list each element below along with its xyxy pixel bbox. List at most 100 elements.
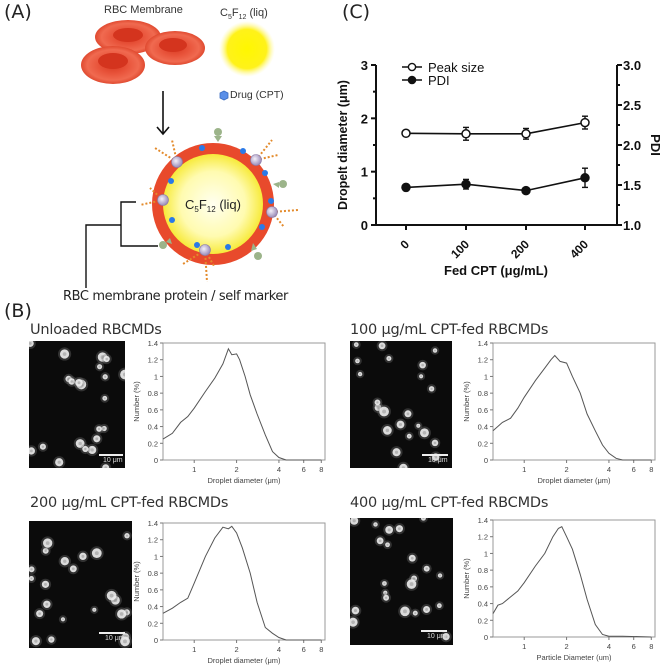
rbc-membrane-label: RBC Membrane bbox=[104, 4, 183, 16]
svg-text:1: 1 bbox=[522, 642, 526, 651]
svg-text:0.2: 0.2 bbox=[148, 619, 158, 628]
red-blood-cells-icon bbox=[81, 20, 205, 84]
svg-text:Peak size: Peak size bbox=[428, 60, 484, 75]
svg-text:8: 8 bbox=[319, 465, 323, 474]
svg-text:2.0: 2.0 bbox=[623, 138, 641, 153]
svg-text:Droplet diameter (μm): Droplet diameter (μm) bbox=[537, 476, 611, 485]
svg-text:0.6: 0.6 bbox=[478, 406, 488, 415]
size-distribution-400: 0 0.2 0.4 0.6 0.8 1 1.2 1.4 1 2 4 6 8 Particle Diamet… bbox=[462, 516, 656, 662]
svg-text:0.8: 0.8 bbox=[148, 569, 158, 578]
svg-text:0.4: 0.4 bbox=[148, 423, 158, 432]
svg-text:4: 4 bbox=[607, 465, 611, 474]
svg-text:1: 1 bbox=[154, 552, 158, 561]
svg-text:1: 1 bbox=[361, 165, 368, 180]
subpanel-title-100: 100 μg/mL CPT-fed RBCMDs bbox=[350, 322, 549, 338]
svg-text:0.6: 0.6 bbox=[478, 583, 488, 592]
svg-text:Number (%): Number (%) bbox=[462, 381, 471, 422]
svg-text:1: 1 bbox=[154, 372, 158, 381]
svg-text:Droplet diameter (μm): Droplet diameter (μm) bbox=[207, 656, 281, 665]
core-label: C5F12 (liq) bbox=[185, 197, 241, 214]
svg-text:1.2: 1.2 bbox=[478, 533, 488, 542]
svg-text:Fed CPT (μg/mL): Fed CPT (μg/mL) bbox=[444, 263, 548, 278]
svg-text:0.6: 0.6 bbox=[148, 406, 158, 415]
svg-text:1: 1 bbox=[522, 465, 526, 474]
svg-text:2: 2 bbox=[564, 465, 568, 474]
svg-text:PDI: PDI bbox=[648, 134, 663, 156]
panel-c-label: (C) bbox=[342, 1, 371, 23]
c5f12-label: C5F12 (liq) bbox=[220, 7, 268, 22]
rbc-membrane-droplet-icon: C5F12 (liq) bbox=[139, 128, 299, 283]
svg-text:0.4: 0.4 bbox=[148, 603, 158, 612]
svg-text:0: 0 bbox=[154, 636, 158, 645]
svg-text:3.0: 3.0 bbox=[623, 58, 641, 73]
svg-text:Number (%): Number (%) bbox=[132, 561, 141, 602]
svg-text:8: 8 bbox=[649, 642, 653, 651]
svg-text:400: 400 bbox=[567, 237, 591, 261]
c5f12-droplet-icon bbox=[219, 21, 275, 77]
svg-text:4: 4 bbox=[277, 645, 281, 654]
svg-text:1: 1 bbox=[484, 372, 488, 381]
svg-text:1.4: 1.4 bbox=[478, 339, 488, 348]
micrograph-400: 10 μm bbox=[350, 518, 453, 645]
svg-text:2: 2 bbox=[234, 465, 238, 474]
svg-text:1: 1 bbox=[192, 645, 196, 654]
svg-text:0.8: 0.8 bbox=[478, 389, 488, 398]
svg-text:6: 6 bbox=[632, 465, 636, 474]
svg-text:0: 0 bbox=[397, 237, 412, 252]
svg-text:1.0: 1.0 bbox=[623, 218, 641, 233]
schematic-diagram: C5F12 (liq) bbox=[81, 20, 299, 288]
svg-text:8: 8 bbox=[649, 465, 653, 474]
svg-text:1: 1 bbox=[192, 465, 196, 474]
svg-text:1.4: 1.4 bbox=[148, 339, 158, 348]
drug-cpt-label: Drug (CPT) bbox=[230, 89, 284, 101]
svg-text:6: 6 bbox=[302, 465, 306, 474]
svg-text:0: 0 bbox=[484, 456, 488, 465]
svg-text:0.2: 0.2 bbox=[478, 439, 488, 448]
svg-text:100: 100 bbox=[448, 237, 472, 261]
svg-text:2.5: 2.5 bbox=[623, 98, 641, 113]
svg-text:4: 4 bbox=[607, 642, 611, 651]
size-distribution-100: 0 0.2 0.4 0.6 0.8 1 1.2 1.4 1 2 4 6 8 Droplet diamete… bbox=[462, 339, 656, 485]
panel-b-label: (B) bbox=[4, 300, 32, 322]
panel-a-label: (A) bbox=[4, 1, 32, 23]
svg-text:0.2: 0.2 bbox=[148, 439, 158, 448]
svg-text:Droplet diameter (μm): Droplet diameter (μm) bbox=[207, 476, 281, 485]
svg-text:0.6: 0.6 bbox=[148, 586, 158, 595]
svg-text:6: 6 bbox=[632, 642, 636, 651]
down-arrow-icon bbox=[156, 91, 170, 136]
svg-text:0.8: 0.8 bbox=[478, 566, 488, 575]
svg-text:1.2: 1.2 bbox=[148, 356, 158, 365]
svg-text:0: 0 bbox=[484, 633, 488, 642]
svg-text:1.2: 1.2 bbox=[148, 536, 158, 545]
svg-text:2: 2 bbox=[234, 645, 238, 654]
svg-text:Number (%): Number (%) bbox=[132, 381, 141, 422]
micrograph-100: 10 μm bbox=[350, 341, 452, 468]
svg-text:Particle Diameter (um): Particle Diameter (um) bbox=[536, 653, 612, 662]
size-distribution-unloaded: 0 0.2 0.4 0.6 0.8 1 1.2 1.4 1 2 4 6 8 Droplet diamete… bbox=[132, 339, 326, 485]
size-distribution-200: 0 0.2 0.4 0.6 0.8 1 1.2 1.4 1 2 4 6 8 Droplet diamete… bbox=[132, 519, 326, 665]
svg-text:PDI: PDI bbox=[428, 73, 450, 88]
svg-text:0.4: 0.4 bbox=[478, 423, 488, 432]
micrograph-unloaded: 10 μm bbox=[29, 341, 125, 468]
svg-text:4: 4 bbox=[277, 465, 281, 474]
svg-text:1.2: 1.2 bbox=[478, 356, 488, 365]
svg-text:0.2: 0.2 bbox=[478, 616, 488, 625]
micrograph-200: 10 μm bbox=[29, 521, 132, 648]
svg-text:1.4: 1.4 bbox=[478, 516, 488, 525]
svg-text:200: 200 bbox=[508, 237, 532, 261]
svg-text:Number (%): Number (%) bbox=[462, 558, 471, 599]
marker-label: RBC membrane protein / self marker bbox=[63, 289, 288, 304]
subpanel-title-unloaded: Unloaded RBCMDs bbox=[30, 322, 162, 338]
svg-text:2: 2 bbox=[564, 642, 568, 651]
svg-text:1: 1 bbox=[484, 549, 488, 558]
svg-text:0.4: 0.4 bbox=[478, 600, 488, 609]
svg-text:3: 3 bbox=[361, 58, 368, 73]
svg-text:0: 0 bbox=[154, 456, 158, 465]
bracket-connector bbox=[85, 201, 158, 288]
svg-text:Dropelt diameter (μm): Dropelt diameter (μm) bbox=[336, 80, 350, 210]
peak-size-pdi-chart: 0 1 2 3 1.0 1.5 2.0 2.5 3.0 0 100 200 400 Fed CPT (μg… bbox=[336, 58, 663, 278]
svg-text:8: 8 bbox=[319, 645, 323, 654]
svg-text:6: 6 bbox=[302, 645, 306, 654]
svg-text:2: 2 bbox=[361, 111, 368, 126]
svg-text:1.5: 1.5 bbox=[623, 178, 641, 193]
